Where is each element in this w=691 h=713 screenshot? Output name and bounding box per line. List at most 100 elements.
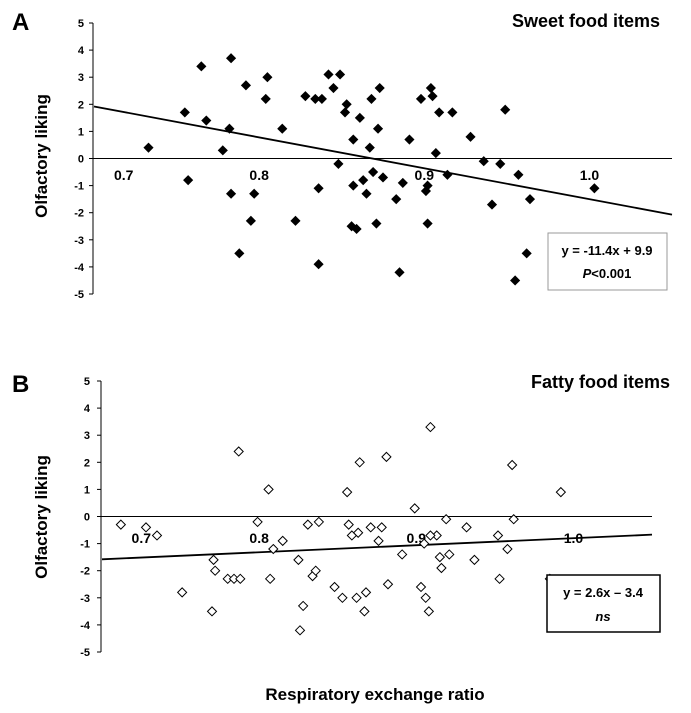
data-point (352, 527, 364, 538)
y-tick-label: 1 (84, 484, 90, 496)
panel-b-letter: B (12, 371, 29, 398)
data-point (297, 600, 309, 612)
data-point (201, 115, 212, 126)
x-axis-label: Respiratory exchange ratio (265, 685, 484, 704)
x-tick-label: 0.7 (114, 167, 134, 183)
data-point (217, 145, 228, 156)
data-point (354, 112, 365, 123)
data-point (179, 107, 190, 118)
data-point (461, 522, 472, 533)
data-point (373, 535, 384, 547)
data-point (374, 82, 385, 94)
y-tick-label: 1 (78, 126, 84, 138)
data-point (240, 80, 251, 91)
data-point (425, 530, 436, 541)
data-point (313, 183, 324, 194)
y-tick-label: 3 (78, 72, 84, 84)
data-point (382, 579, 394, 590)
data-point (465, 131, 476, 142)
panel-a-equation: y = -11.4x + 9.9 (561, 243, 652, 258)
data-point (415, 93, 427, 104)
y-tick-label: -2 (80, 566, 90, 578)
data-point (226, 53, 237, 64)
data-point (176, 587, 188, 598)
panel-b-equation-box: y = 2.6x – 3.4 ns (546, 574, 661, 633)
y-tick-label: -4 (80, 620, 91, 632)
data-point (377, 172, 389, 183)
data-point (422, 218, 433, 229)
data-point (495, 158, 506, 169)
panel-b-equation-frame (546, 574, 661, 633)
panel-a-plot: 5 4 3 2 1 0 -1 -2 -3 -4 -5 0.7 0.8 0.9 1.0 (74, 18, 673, 301)
data-point (348, 134, 359, 145)
data-point (371, 218, 382, 229)
data-point (226, 188, 237, 199)
data-point (268, 543, 279, 555)
data-point (348, 180, 359, 191)
data-point (372, 123, 384, 134)
y-tick-label: -4 (74, 262, 85, 274)
y-tick-label: -3 (80, 593, 90, 605)
data-point (341, 99, 352, 110)
x-tick-label: 1.0 (580, 167, 600, 183)
data-point (513, 169, 524, 180)
data-point (263, 484, 274, 495)
data-point (425, 82, 436, 94)
data-point (404, 134, 415, 145)
data-point (245, 215, 256, 226)
data-point (293, 554, 304, 566)
data-point (260, 93, 271, 104)
y-tick-label: 0 (84, 512, 90, 524)
data-point (366, 93, 377, 104)
data-point (492, 530, 504, 541)
data-point (233, 446, 244, 457)
data-point (440, 514, 452, 525)
data-point (510, 275, 521, 286)
data-point (333, 158, 344, 169)
data-point (478, 156, 489, 167)
data-point (143, 142, 154, 153)
y-tick-label: 0 (78, 154, 84, 166)
data-point (234, 248, 245, 259)
data-point (343, 519, 354, 530)
x-tick-label: 0.8 (249, 167, 269, 183)
data-point (316, 93, 327, 104)
data-point (427, 91, 438, 102)
data-point (361, 188, 372, 199)
panel-a-equation-frame (547, 232, 668, 291)
data-point (521, 248, 532, 259)
y-tick-label: -2 (74, 208, 84, 220)
x-tick-label: 0.9 (415, 167, 435, 183)
data-point (365, 522, 376, 533)
data-point (235, 573, 246, 585)
data-point (224, 123, 235, 134)
data-point (486, 199, 498, 210)
data-point (277, 535, 288, 547)
data-point (264, 573, 276, 585)
panel-b-equation: y = 2.6x – 3.4 (563, 585, 644, 600)
data-point (425, 421, 436, 433)
data-point (290, 215, 301, 226)
data-point (277, 123, 288, 134)
data-point (447, 107, 458, 118)
data-point (302, 519, 314, 530)
data-point (329, 581, 340, 593)
panel-b-y-axis-label: Olfactory liking (32, 455, 51, 579)
data-point (341, 486, 353, 498)
data-point (358, 175, 369, 186)
data-point (506, 459, 518, 471)
y-tick-label: 4 (78, 45, 85, 57)
panel-a-p-value: P<0.001 (583, 266, 632, 281)
data-point (334, 69, 346, 80)
data-point (252, 516, 263, 528)
panel-a: A Sweet food items Olfactory liking 5 4 3 2… (12, 9, 673, 301)
data-point (494, 573, 505, 585)
data-point (323, 69, 334, 80)
data-point (394, 267, 405, 278)
y-tick-label: -5 (80, 647, 90, 659)
data-point (209, 565, 221, 576)
data-point (508, 514, 519, 525)
data-point (469, 554, 480, 566)
panel-a-p-threshold: <0.001 (591, 266, 631, 281)
